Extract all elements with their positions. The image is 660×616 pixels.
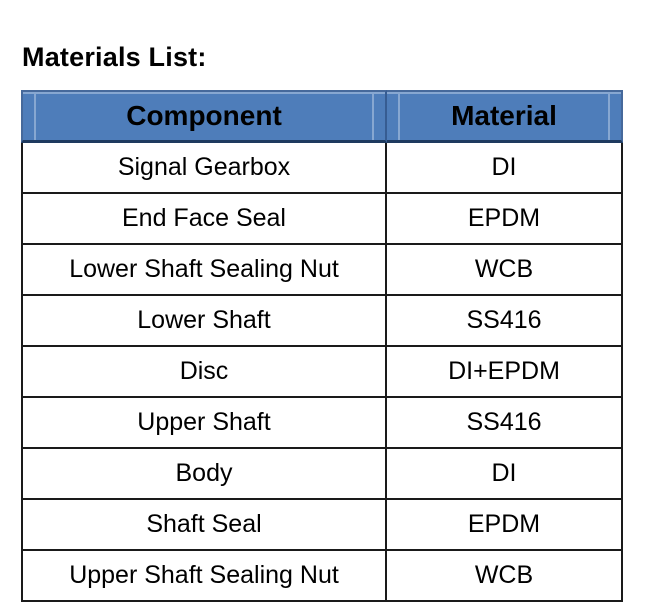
material-cell: DI [387, 143, 623, 194]
table-row: Disc DI+EPDM [21, 347, 623, 398]
material-cell: SS416 [387, 296, 623, 347]
header-row: Component Material [21, 90, 623, 143]
component-cell: Shaft Seal [21, 500, 387, 551]
material-cell: EPDM [387, 500, 623, 551]
table-row: Lower Shaft Sealing Nut WCB [21, 245, 623, 296]
column-header-component: Component [21, 90, 387, 143]
table-row: Upper Shaft SS416 [21, 398, 623, 449]
material-cell: EPDM [387, 194, 623, 245]
component-cell: Signal Gearbox [21, 143, 387, 194]
page-title: Materials List: [22, 42, 207, 73]
material-cell: WCB [387, 551, 623, 602]
materials-table: Component Material Signal Gearbox DI End… [21, 90, 623, 602]
material-cell: DI+EPDM [387, 347, 623, 398]
material-cell: SS416 [387, 398, 623, 449]
table-row: End Face Seal EPDM [21, 194, 623, 245]
component-cell: Body [21, 449, 387, 500]
table-row: Signal Gearbox DI [21, 143, 623, 194]
table-row: Upper Shaft Sealing Nut WCB [21, 551, 623, 602]
component-cell: Lower Shaft [21, 296, 387, 347]
material-cell: WCB [387, 245, 623, 296]
column-header-material: Material [387, 90, 623, 143]
component-cell: Upper Shaft Sealing Nut [21, 551, 387, 602]
material-cell: DI [387, 449, 623, 500]
component-cell: Upper Shaft [21, 398, 387, 449]
table-row: Lower Shaft SS416 [21, 296, 623, 347]
component-cell: End Face Seal [21, 194, 387, 245]
table-row: Body DI [21, 449, 623, 500]
table-row: Shaft Seal EPDM [21, 500, 623, 551]
component-cell: Lower Shaft Sealing Nut [21, 245, 387, 296]
component-cell: Disc [21, 347, 387, 398]
